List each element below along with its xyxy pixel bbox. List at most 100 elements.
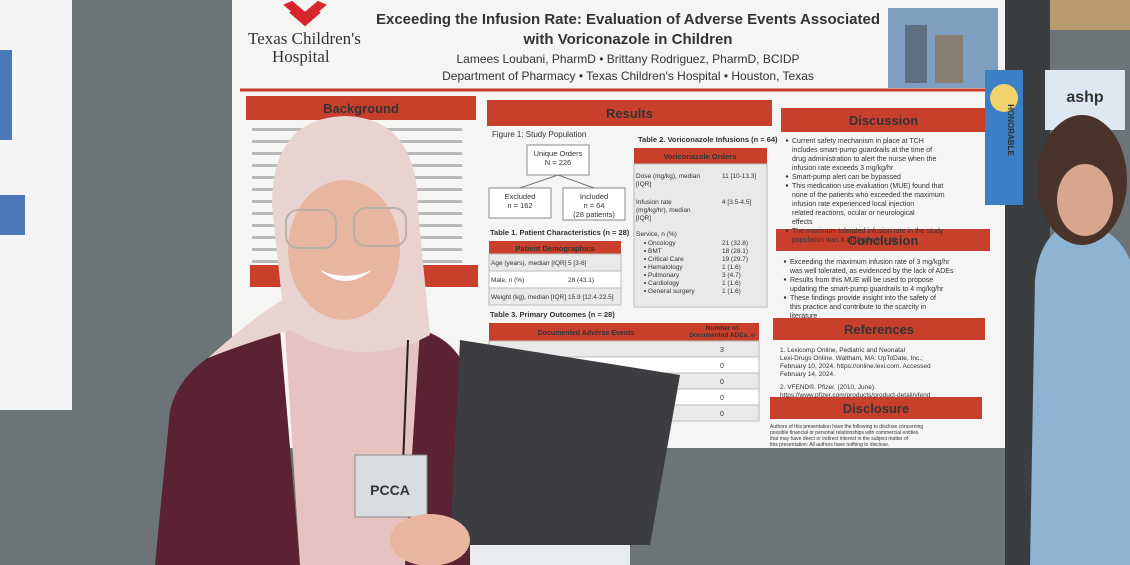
table-row <box>488 287 622 306</box>
table-cell: Hematology <box>648 264 683 271</box>
disclosure-text: Authors of this presentation have the fo… <box>770 424 923 448</box>
reference: 1. Lexicomp Online, Pediatric and Neonat… <box>780 347 931 378</box>
glasses <box>353 207 407 247</box>
table-cell: 28 (43.1) <box>568 277 594 284</box>
section-heading: Disclosure <box>843 401 909 416</box>
flow-label: Unique Orders <box>534 149 583 158</box>
bullet <box>644 258 646 260</box>
text-line: 1. Lexicomp Online, Pediatric and Neonat… <box>780 347 906 354</box>
text-line: none of the patients who exceeded the ma… <box>792 192 945 199</box>
text-line: These findings provide insight into the … <box>790 295 936 302</box>
table-header <box>489 241 621 254</box>
visitor-shirt <box>1030 222 1130 565</box>
table-caption: Table 3. Primary Outcomes (n = 28) <box>490 310 615 319</box>
presenter <box>155 116 680 565</box>
photo-building <box>935 35 963 83</box>
photo-building <box>905 25 927 83</box>
bullet-text: These findings provide insight into the … <box>790 295 936 320</box>
bullet <box>644 282 646 284</box>
bullet-text: Smart-pump alert can be bypassed <box>792 174 901 181</box>
table-cell: 0 <box>720 363 724 370</box>
bullet <box>644 266 646 268</box>
flow-arrow <box>557 174 595 189</box>
logo-mark <box>283 0 327 27</box>
sign-text: ashp <box>1066 89 1104 106</box>
table-cell: 21 (32.8) <box>722 240 748 247</box>
logo-text: Texas Children's <box>248 29 361 48</box>
text-line: Number of <box>706 325 739 332</box>
text-line: The maximum tolerated infusion rate in t… <box>792 228 944 235</box>
badge-text: PCCA <box>370 482 410 498</box>
section-header <box>770 397 982 419</box>
ribbon-rosette <box>990 84 1018 112</box>
table-header-text: Number of Documented ADEs, n <box>689 325 755 339</box>
text-line: Results from this MUE will be used to pr… <box>790 277 933 284</box>
table-cell: 3 <box>720 347 724 354</box>
table-cell: 15.9 [12.4-22.5] <box>568 294 614 301</box>
bullet <box>785 139 789 142</box>
text-line: Smart-pump alert can be bypassed <box>792 174 901 181</box>
table-cell: Oncology <box>648 240 676 247</box>
text-line: drug administration to alert the nurse w… <box>792 156 936 163</box>
table-cell: 11 [10-13.3] <box>722 173 756 180</box>
bullet <box>783 296 787 299</box>
text-line: February 14, 2024. <box>780 371 835 378</box>
bullet <box>785 229 789 232</box>
text-line: Authors of this presentation have the fo… <box>770 424 923 430</box>
bullet <box>783 278 787 281</box>
smile <box>320 270 372 281</box>
text-line: [IQR] <box>636 181 651 188</box>
table-cell: 0 <box>720 395 724 402</box>
flow-box <box>488 187 552 219</box>
bullet-text: The maximum tolerated infusion rate in t… <box>792 228 944 244</box>
table-body <box>633 163 768 308</box>
text-line: Dose (mg/kg), median <box>636 173 700 180</box>
ribbon-text: HONORABLE <box>1006 104 1015 156</box>
text-line: updating the smart-pump guardrails to 4 … <box>790 286 944 293</box>
figure-caption: Figure 1: Study Population <box>492 130 586 139</box>
affiliation: Department of Pharmacy • Texas Children'… <box>442 69 814 83</box>
text-line: https://www.pfizer.com/products/product-… <box>780 392 931 399</box>
jacket-left <box>155 330 300 565</box>
table-header-text: Documented Adverse Events <box>538 330 635 337</box>
table-cell: 1 (1.6) <box>722 280 741 287</box>
table-cell: 19 (29.7) <box>722 256 748 263</box>
hand <box>390 514 470 565</box>
bullet-text: Results from this MUE will be used to pr… <box>790 277 944 293</box>
text-line: possible financial or personal relations… <box>770 430 919 436</box>
text-line: this presentation: All authors have noth… <box>770 442 889 448</box>
table-cell: Service, n (%) <box>636 231 677 238</box>
flow-label: Excluded <box>505 192 536 201</box>
text-line: population was 8 mg/kg/hr (n = 1) <box>792 237 896 244</box>
section-heading: Results <box>606 106 653 121</box>
flow-label: Included <box>580 192 608 201</box>
section-heading: Background <box>323 101 399 116</box>
table-caption: Table 1. Patient Characteristics (n = 28… <box>490 228 630 237</box>
text-line: that may have direct or indirect interes… <box>770 436 909 442</box>
table-header <box>489 323 759 341</box>
table-cell: Infusion rate (mg/kg/hr), median [IQR] <box>636 199 691 222</box>
papers <box>470 545 630 565</box>
section-heading: Discussion <box>849 113 918 128</box>
flow-label: n = 162 <box>507 201 532 210</box>
section-header <box>781 108 986 132</box>
table-cell: General surgery <box>648 288 695 295</box>
bullet <box>785 184 789 187</box>
text-line: This medication use evaluation (MUE) fou… <box>792 183 943 190</box>
text-line: February 10, 2024. https://online.lexi.c… <box>780 363 931 370</box>
wood-wall <box>1050 0 1130 30</box>
table-cell: Dose (mg/kg), median [IQR] <box>636 173 700 188</box>
section-header <box>246 96 476 120</box>
table-header-text: Patient Demographics <box>515 244 594 253</box>
table-caption: Table 2. Voriconazole Infusions (n = 64) <box>638 135 778 144</box>
table-cell: 0 <box>720 411 724 418</box>
section-heading: Conclusion <box>848 233 919 248</box>
authors: Lamees Loubani, PharmD • Brittany Rodrig… <box>456 52 799 66</box>
reference: 2. VFEND®. Pfizer. (2010, June). https://… <box>780 383 931 399</box>
bullet <box>644 250 646 252</box>
badge <box>354 454 428 518</box>
text-line: related reactions, ocular or neurologica… <box>792 210 915 217</box>
table-cell: 3 (4.7) <box>722 272 741 279</box>
section-heading: References <box>844 322 914 337</box>
text-line: literature <box>790 313 817 320</box>
